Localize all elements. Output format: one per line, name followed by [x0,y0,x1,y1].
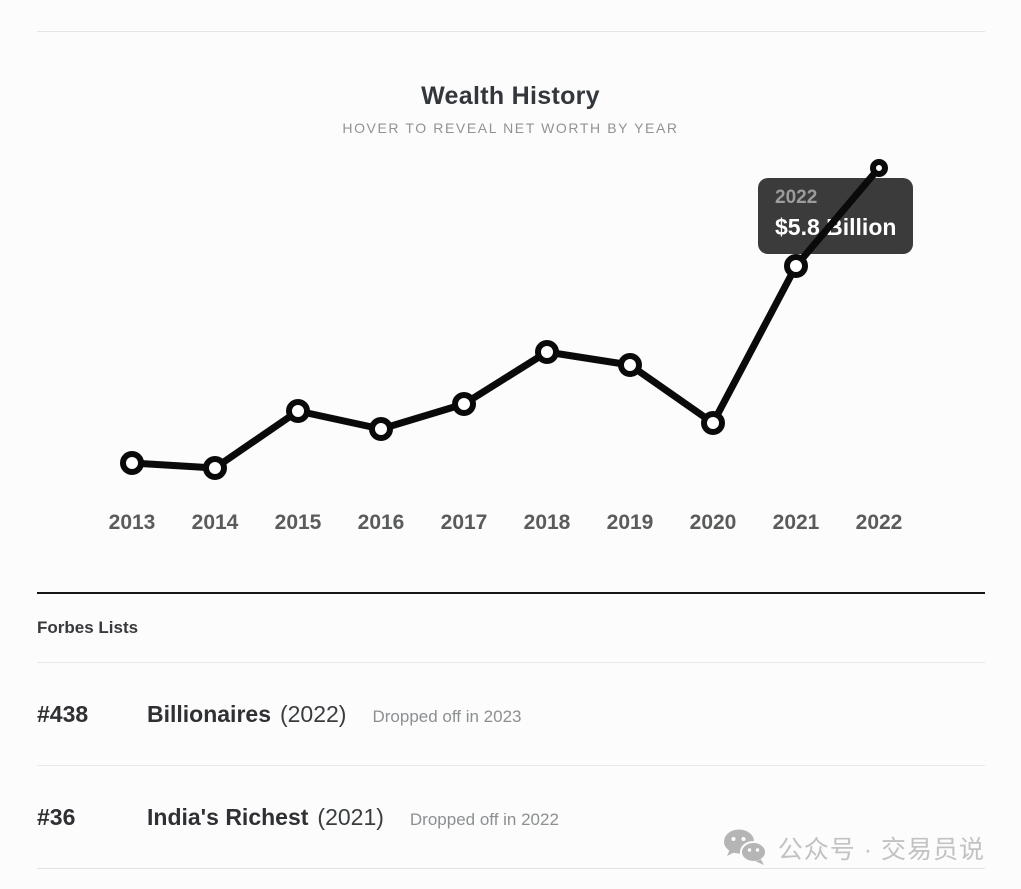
list-note: Dropped off in 2022 [409,810,559,829]
data-point-2020[interactable] [701,411,725,435]
x-axis-label-2018: 2018 [523,511,571,534]
data-point-2019[interactable] [618,353,642,377]
chart-title: Wealth History [421,82,600,110]
top-divider [37,31,985,32]
bottom-divider [37,868,985,869]
row-divider [37,765,985,766]
watermark-text: 公众号 · 交易员说 [777,835,985,864]
list-note: Dropped off in 2023 [372,707,522,726]
section-divider [37,592,985,594]
x-axis-label-2014: 2014 [191,511,239,534]
list-year: (2021) [317,804,384,830]
x-axis-label-2015: 2015 [274,511,322,534]
list-year: (2022) [279,701,347,727]
data-point-2017[interactable] [452,392,476,416]
watermark: 公众号 · 交易员说 [723,829,985,866]
x-axis-label-2019: 2019 [606,511,654,534]
data-point-2022[interactable] [870,159,888,177]
tooltip-value: $5.8 Billion [775,214,897,240]
forbes-list-row-indias-richest[interactable]: #36 India's Richest (2021) Dropped off i… [37,804,985,831]
data-point-2018[interactable] [535,340,559,364]
data-point-2016[interactable] [369,417,393,441]
forbes-list-row-billionaires[interactable]: #438 Billionaires (2022) Dropped off in … [37,701,985,728]
x-axis-label-2013: 2013 [108,511,156,534]
x-axis-label-2022: 2022 [855,511,903,534]
chart-subtitle: HOVER TO REVEAL NET WORTH BY YEAR [342,120,679,136]
x-axis-label-2020: 2020 [689,511,737,534]
x-axis-labels: 2013 2014 2015 2016 2017 2018 2019 2020 2021 2022 [108,511,903,534]
chart-header: Wealth History HOVER TO REVEAL NET WORTH… [0,82,1021,136]
x-axis-label-2016: 2016 [357,511,405,534]
x-axis-label-2017: 2017 [440,511,488,534]
list-rank: #438 [37,701,89,727]
tooltip-year: 2022 [775,187,818,208]
data-point-2013[interactable] [120,451,144,475]
list-name[interactable]: India's Richest [147,804,309,830]
x-axis-label-2021: 2021 [772,511,820,534]
wechat-icon [723,829,767,865]
forbes-lists-heading: Forbes Lists [37,618,139,637]
data-point-2015[interactable] [286,399,310,423]
data-point-2014[interactable] [203,456,227,480]
heading-divider [37,662,985,663]
list-name[interactable]: Billionaires [147,701,271,727]
list-rank: #36 [37,804,76,830]
data-point-2021[interactable] [784,254,808,278]
net-worth-tooltip: 2022 $5.8 Billion [758,178,914,254]
